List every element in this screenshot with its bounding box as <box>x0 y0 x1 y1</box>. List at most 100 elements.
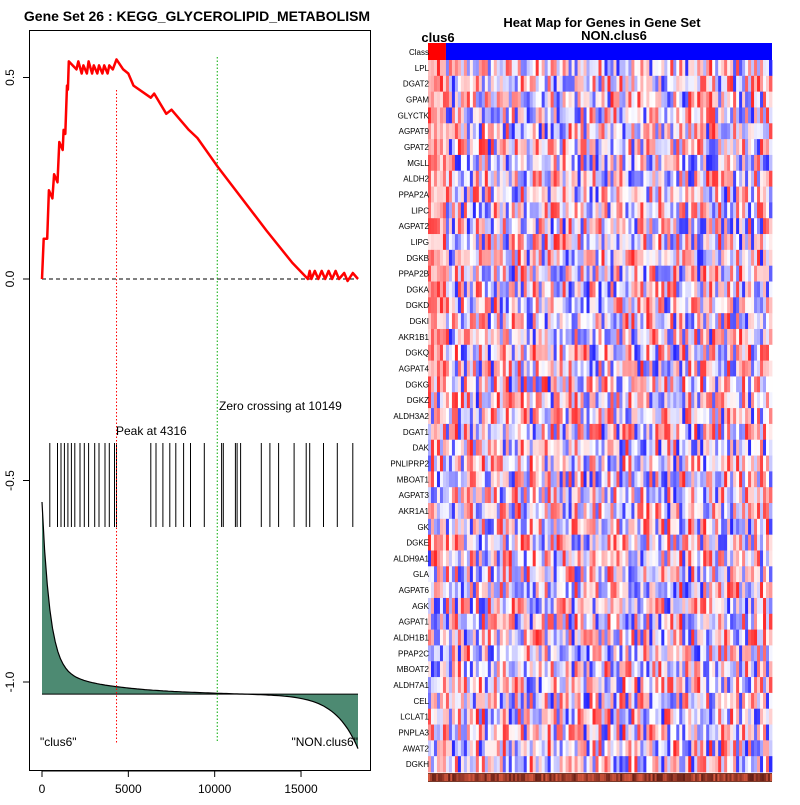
heatmap-cell <box>748 693 751 709</box>
heatmap-cell <box>679 725 682 741</box>
heatmap-cell <box>452 456 455 472</box>
heatmap-cell <box>596 234 599 250</box>
heatmap-cell <box>646 645 649 661</box>
heatmap-cell <box>440 107 443 123</box>
heatmap-cell <box>646 329 649 345</box>
heatmap-cell <box>602 709 605 725</box>
heatmap-cell <box>739 582 742 598</box>
heatmap-cell <box>470 582 473 598</box>
heatmap-cell <box>676 218 679 234</box>
heatmap-cell <box>455 234 458 250</box>
heatmap-cell <box>643 155 646 171</box>
heatmap-cell <box>458 297 461 313</box>
heatmap-cell <box>634 645 637 661</box>
heatmap-cell <box>494 487 497 503</box>
heatmap-cell <box>622 440 625 456</box>
heatmap-cell <box>655 392 658 408</box>
heatmap-cell <box>619 282 622 298</box>
heatmap-cell <box>694 645 697 661</box>
heatmap-cell <box>473 202 476 218</box>
heatmap-cell <box>518 234 521 250</box>
heatmap-cell <box>539 218 542 234</box>
heatmap-cell <box>613 614 616 630</box>
heatmap-cell <box>730 408 733 424</box>
heatmap-cell <box>709 234 712 250</box>
heatmap-cell <box>676 582 679 598</box>
heatmap-cell <box>590 218 593 234</box>
heatmap-cell <box>655 424 658 440</box>
heatmap-cell <box>724 266 727 282</box>
ranked-metric-area <box>42 502 358 749</box>
heatmap-cell <box>664 313 667 329</box>
heatmap-cell <box>494 266 497 282</box>
heatmap-cell <box>766 107 769 123</box>
heatmap-cell <box>521 218 524 234</box>
heatmap-cell <box>452 60 455 76</box>
heatmap-cell <box>709 661 712 677</box>
heatmap-cell <box>455 171 458 187</box>
heatmap-cell <box>688 487 691 503</box>
heatmap-cell <box>646 297 649 313</box>
heatmap-cell <box>527 218 530 234</box>
heatmap-cell <box>667 661 670 677</box>
heatmap-cell <box>485 218 488 234</box>
heatmap-cell <box>548 123 551 139</box>
heatmap-cell <box>590 107 593 123</box>
heatmap-cell <box>476 107 479 123</box>
heatmap-cell <box>619 440 622 456</box>
heatmap-cell <box>739 630 742 646</box>
heatmap-cell <box>551 107 554 123</box>
heatmap-cell <box>578 123 581 139</box>
heatmap-cell <box>721 266 724 282</box>
heatmap-cell <box>604 550 607 566</box>
heatmap-cell <box>575 614 578 630</box>
heatmap-cell <box>733 139 736 155</box>
heatmap-cell <box>590 76 593 92</box>
heatmap-cell <box>709 155 712 171</box>
heatmap-cell <box>706 234 709 250</box>
heatmap-cell <box>569 519 572 535</box>
heatmap-cell <box>452 361 455 377</box>
heatmap-cell <box>461 282 464 298</box>
heatmap-cell <box>491 661 494 677</box>
heatmap-cell <box>470 218 473 234</box>
heatmap-cell <box>712 566 715 582</box>
heatmap-cell <box>694 677 697 693</box>
heatmap-cell <box>503 313 506 329</box>
heatmap-cell <box>491 614 494 630</box>
heatmap-cell <box>503 645 506 661</box>
heatmap-cell <box>521 519 524 535</box>
heatmap-cell <box>676 566 679 582</box>
heatmap-cell <box>542 392 545 408</box>
heatmap-cell <box>652 234 655 250</box>
heatmap-cell <box>700 313 703 329</box>
heatmap-cell <box>560 250 563 266</box>
heatmap-cell <box>613 408 616 424</box>
heatmap-cell <box>751 155 754 171</box>
heatmap-cell <box>497 408 500 424</box>
heatmap-cell <box>509 313 512 329</box>
heatmap-cell <box>637 519 640 535</box>
heatmap-cell <box>616 60 619 76</box>
heatmap-cell <box>581 376 584 392</box>
heatmap-cell <box>670 187 673 203</box>
heatmap-cell <box>515 503 518 519</box>
heatmap-cell <box>557 171 560 187</box>
heatmap-cell <box>694 424 697 440</box>
heatmap-cell <box>596 218 599 234</box>
heatmap-cell <box>610 60 613 76</box>
heatmap-cell <box>757 519 760 535</box>
heatmap-cell <box>584 92 587 108</box>
heatmap-cell <box>634 60 637 76</box>
heatmap-cell <box>512 424 515 440</box>
heatmap-cell <box>539 440 542 456</box>
heatmap-cell <box>610 202 613 218</box>
heatmap-cell <box>691 187 694 203</box>
heatmap-cell <box>596 60 599 76</box>
heatmap-cell <box>739 60 742 76</box>
heatmap-cell <box>691 329 694 345</box>
heatmap-cell <box>485 503 488 519</box>
heatmap-cell <box>554 709 557 725</box>
heatmap-cell <box>715 693 718 709</box>
heatmap-cell <box>476 566 479 582</box>
